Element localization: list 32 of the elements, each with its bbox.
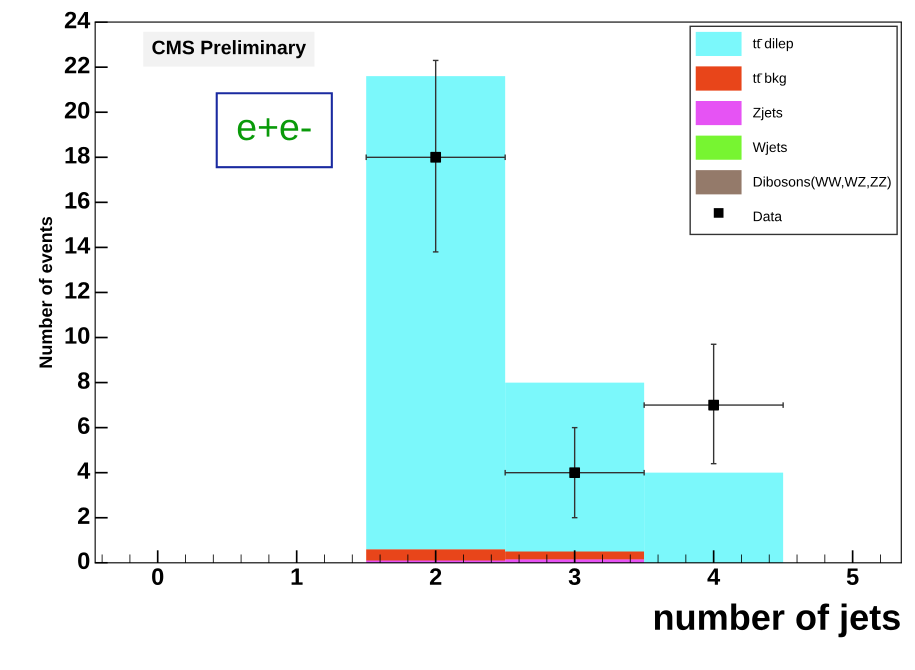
y-tick-label: 10 [66,327,90,344]
point [708,400,719,410]
legend-label: tt̄ dilep [752,38,794,52]
x-tick-label: 5 [846,568,859,586]
y-tick-label: 12 [66,282,90,299]
y-tick-label: 14 [66,237,90,254]
annotation: e+e- [238,118,311,140]
x-tick-label: 2 [430,568,442,585]
legend-label: tt̄ bkg [752,72,786,86]
y-tick-label: 6 [78,417,90,434]
y-tick-label: 0 [78,552,90,570]
y-tick-label: 24 [64,12,90,28]
x-tick-label: 0 [152,568,164,586]
x-tick-label: 4 [707,568,720,585]
legend-label: Wjets [752,142,787,155]
y-tick-label: 16 [66,192,90,209]
y-tick-label: 20 [64,102,90,119]
x-axis-title: number of jets [654,604,900,638]
y-tick-label: 8 [78,372,90,389]
legend-label: Data [754,212,782,222]
point [430,152,442,163]
y-tick-label: 4 [78,462,90,479]
y-tick-label: 18 [66,146,90,164]
x-tick-label: 3 [568,568,580,586]
y-tick-label: 22 [64,56,90,74]
point [569,467,580,478]
legend-label: Zjets [753,107,782,120]
annotation: CMS Preliminary [152,40,306,58]
x-tick-label: 1 [292,568,303,585]
y-axis-title: Number of events [38,216,52,368]
y-tick-label: 2 [78,507,90,524]
legend-label: Dibosons(WW,WZ,ZZ) [754,176,891,190]
